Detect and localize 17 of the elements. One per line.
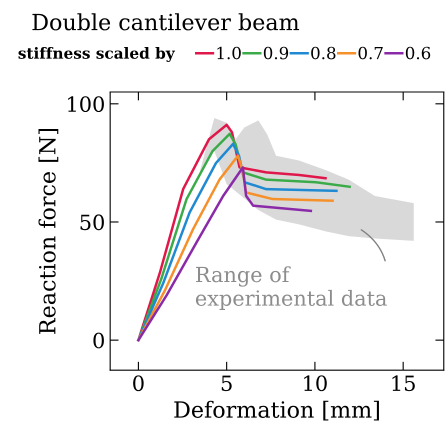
- y-tick-label: 0: [93, 332, 104, 348]
- x-tick-label: 5: [222, 376, 232, 392]
- x-tick-label: 10: [304, 375, 327, 392]
- y-axis-title: Reaction force [N]: [38, 128, 58, 334]
- legend-label: 0.9: [264, 46, 288, 60]
- legend-label: 0.7: [358, 46, 383, 60]
- legend-label: 0.6: [406, 46, 430, 60]
- x-tick-label: 0: [133, 375, 144, 392]
- y-tick-label: 100: [68, 96, 104, 112]
- legend-label: 1.0: [217, 46, 241, 60]
- legend-label: 0.8: [311, 46, 336, 60]
- x-tick-label: 15: [392, 375, 415, 392]
- x-axis-title: Deformation [mm]: [174, 400, 379, 421]
- legend-title: stiffness scaled by: [18, 47, 176, 62]
- chart-title: Double cantilever beam: [32, 13, 300, 30]
- annotation: Range of experimental data: [196, 266, 387, 310]
- y-tick-label: 50: [80, 214, 104, 230]
